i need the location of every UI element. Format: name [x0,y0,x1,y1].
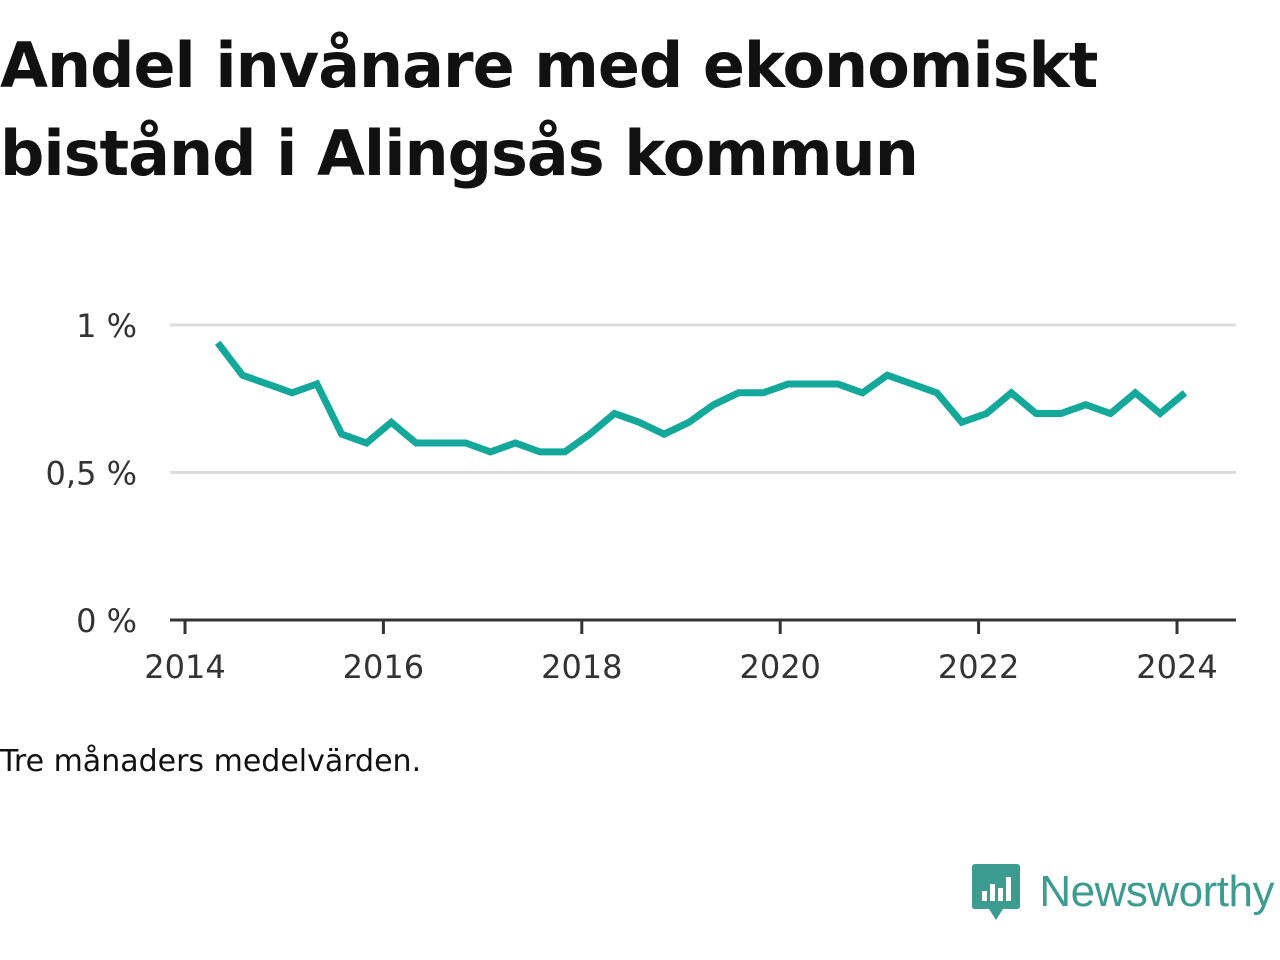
newsworthy-logo: Newsworthy [971,862,1274,922]
y-tick-label: 1 % [76,307,137,345]
y-tick-label: 0,5 % [46,455,137,493]
series-line [214,340,1188,456]
chart-title: Andel invånare med ekonomiskt bistånd i … [0,22,1240,198]
gridlines [170,323,1236,474]
x-tick-label: 2018 [541,648,622,686]
y-tick-label: 0 % [76,602,137,640]
y-axis: 0 % 0,5 % 1 % [46,307,137,640]
x-tick-label: 2016 [343,648,424,686]
chart-title-line-2: bistånd i Alingsås kommun [0,117,919,190]
x-tick-label: 2022 [938,648,1019,686]
brand-name: Newsworthy [1039,867,1274,916]
series-line-group [214,340,1188,456]
x-tick-label: 2024 [1136,648,1217,686]
line-chart: 2014 2016 2018 2020 2022 2024 0 % 0,5 % 1 % [46,307,1236,686]
x-tick-label: 2014 [144,648,225,686]
bar-chart-speech-bubble-icon [972,864,1021,920]
x-tick-label: 2020 [739,648,820,686]
chart-footnote: Tre månaders medelvärden. [0,744,422,779]
chart-title-line-1: Andel invånare med ekonomiskt [0,29,1098,102]
x-axis: 2014 2016 2018 2020 2022 2024 [144,618,1236,686]
